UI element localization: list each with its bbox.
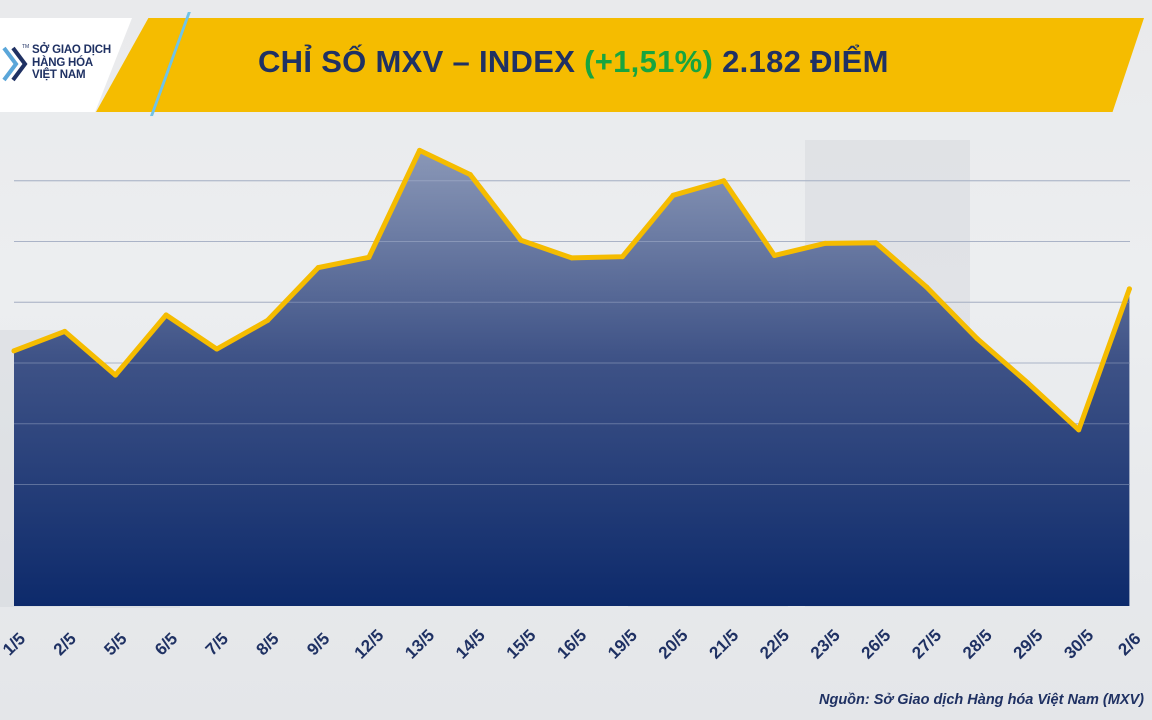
x-tick-label: 2/6	[1114, 629, 1144, 659]
source-note: Nguồn: Sở Giao dịch Hàng hóa Việt Nam (M…	[819, 692, 1144, 708]
logo-line-1: SỞ GIAO DỊCH	[32, 44, 111, 56]
data-point-22-5	[772, 252, 777, 258]
data-point-13-5	[417, 147, 423, 153]
title-prefix: CHỈ SỐ MXV – INDEX	[258, 44, 585, 79]
x-tick-label: 16/5	[553, 626, 590, 663]
data-point-21-5	[721, 178, 727, 184]
data-point-12-5	[366, 254, 372, 260]
data-point-23-5	[822, 240, 828, 246]
data-point-14-5	[467, 172, 473, 178]
data-point-26-5	[873, 240, 879, 246]
x-tick-label: 27/5	[908, 626, 945, 663]
x-tick-label: 22/5	[756, 626, 793, 663]
x-tick-label: 8/5	[253, 629, 283, 659]
data-point-30-5	[1076, 427, 1082, 433]
x-tick-label: 21/5	[705, 626, 742, 663]
data-point-16-5	[569, 255, 575, 261]
x-tick-label: 20/5	[655, 626, 692, 663]
x-tick-label: 12/5	[351, 626, 388, 663]
logo-line-3: VIỆT NAM	[32, 69, 86, 81]
logo-text: SỞ GIAO DỊCH HÀNG HÓA VIỆT NAM	[32, 44, 111, 82]
data-point-19-5	[619, 254, 625, 260]
x-tick-label: 26/5	[858, 626, 895, 663]
x-tick-label: 9/5	[303, 629, 333, 659]
data-point-8-5	[265, 317, 270, 323]
data-point-20-5	[670, 192, 676, 198]
data-point-1-5	[11, 348, 17, 354]
x-tick-label: 6/5	[151, 629, 181, 659]
x-tick-label: 19/5	[604, 626, 641, 663]
x-tick-label: 23/5	[807, 626, 844, 663]
title-banner	[96, 18, 1144, 112]
x-tick-label: 28/5	[959, 626, 996, 663]
x-tick-label: 2/5	[50, 629, 80, 659]
data-point-6-5	[163, 312, 169, 318]
x-tick-label: 15/5	[503, 626, 540, 663]
data-point-28-5	[974, 336, 980, 342]
x-tick-label: 29/5	[1010, 626, 1047, 663]
trademark-mark: TM	[22, 44, 30, 50]
title-suffix: 2.182 ĐIỂM	[713, 44, 889, 79]
x-tick-label: 30/5	[1060, 626, 1097, 663]
x-tick-label: 5/5	[100, 629, 130, 659]
data-point-27-5	[924, 284, 930, 290]
data-point-15-5	[518, 237, 524, 243]
double-chevron-right-icon	[2, 46, 28, 82]
x-tick-label: 13/5	[401, 626, 438, 663]
x-tick-label: 7/5	[202, 629, 232, 659]
title-change-percent: (+1,51%)	[584, 44, 714, 79]
chart-title: CHỈ SỐ MXV – INDEX (+1,51%) 2.182 ĐIỂM	[258, 44, 889, 88]
x-tick-label: 1/5	[0, 629, 29, 659]
area-fill	[14, 150, 1130, 606]
data-point-2-6	[1126, 286, 1132, 292]
data-point-9-5	[315, 265, 321, 271]
data-point-5-5	[112, 372, 118, 378]
data-point-2-5	[62, 328, 68, 334]
logo-line-2: HÀNG HÓA	[32, 56, 94, 69]
data-point-29-5	[1025, 380, 1031, 386]
data-point-7-5	[214, 346, 220, 352]
x-tick-label: 14/5	[452, 626, 489, 663]
